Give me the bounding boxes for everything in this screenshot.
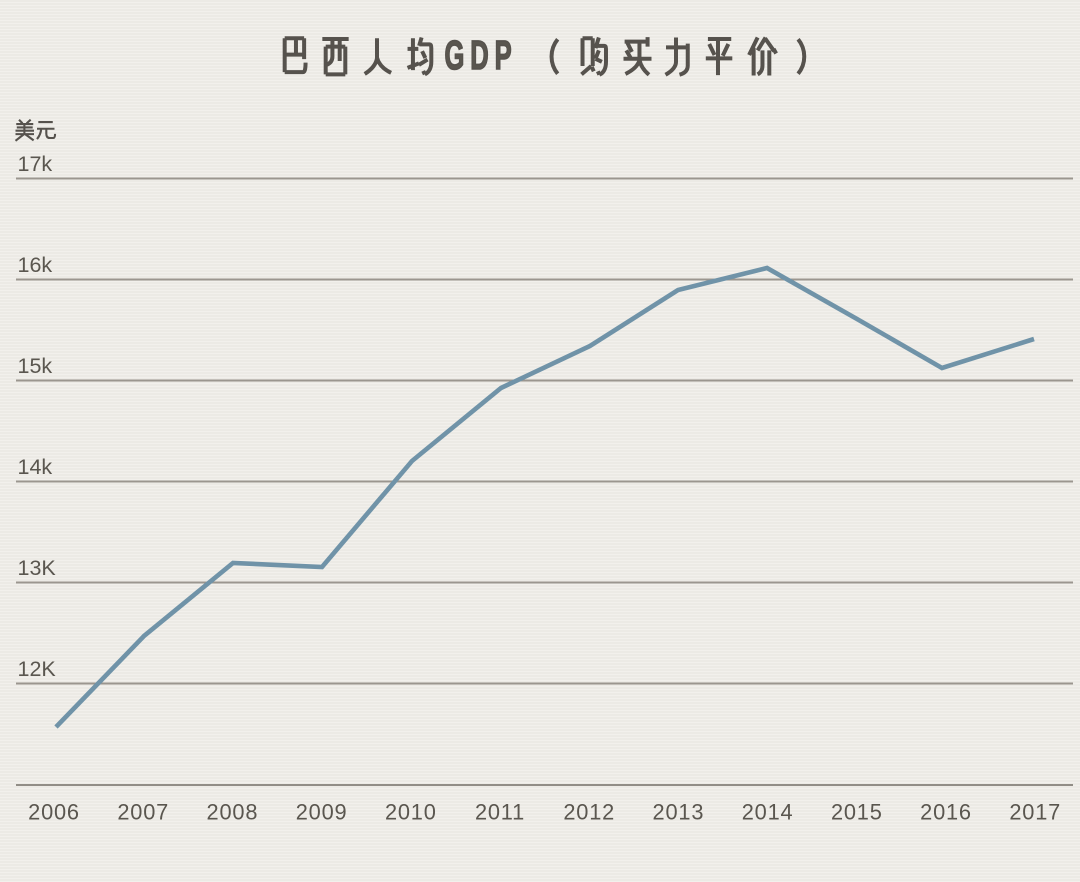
svg-text:2012: 2012 <box>563 800 615 825</box>
svg-text:2011: 2011 <box>475 800 525 825</box>
svg-text:2006: 2006 <box>28 800 80 825</box>
svg-text:2017: 2017 <box>1009 800 1061 825</box>
svg-text:2015: 2015 <box>831 800 883 825</box>
svg-text:2007: 2007 <box>117 800 169 825</box>
svg-text:16k: 16k <box>18 253 53 277</box>
svg-text:2016: 2016 <box>920 800 972 825</box>
svg-text:GDP: GDP <box>445 33 518 79</box>
svg-text:17k: 17k <box>18 152 53 176</box>
svg-text:13K: 13K <box>18 556 57 580</box>
svg-text:15k: 15k <box>18 354 53 378</box>
svg-text:2009: 2009 <box>296 800 348 825</box>
svg-text:2010: 2010 <box>385 800 437 825</box>
svg-text:2013: 2013 <box>653 800 705 825</box>
svg-text:2014: 2014 <box>742 800 794 825</box>
svg-text:2008: 2008 <box>207 800 259 825</box>
svg-text:12K: 12K <box>18 657 57 681</box>
svg-text:14k: 14k <box>18 455 53 479</box>
